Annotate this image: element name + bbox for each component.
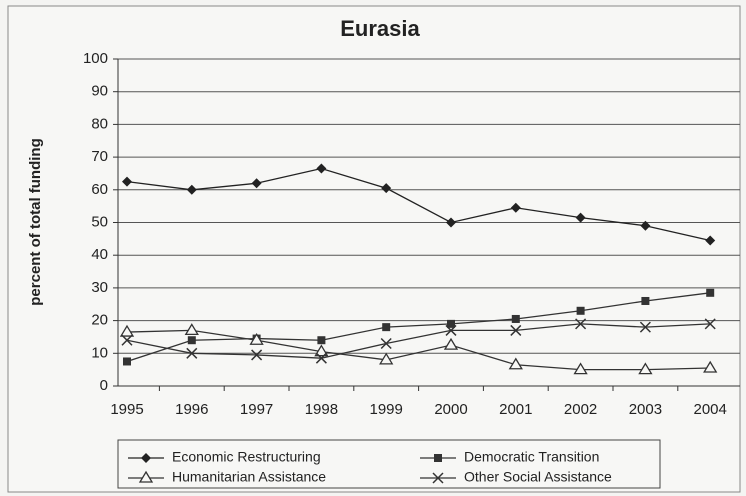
data-point (704, 318, 716, 330)
x-tick-label: 2004 (694, 401, 727, 418)
x-tick-label: 1996 (175, 401, 208, 418)
y-tick-label: 70 (91, 148, 108, 165)
y-tick-label: 60 (91, 181, 108, 198)
y-tick-label: 0 (100, 377, 108, 394)
data-point (706, 288, 715, 297)
data-point (251, 349, 263, 361)
x-tick-label: 1995 (110, 401, 143, 418)
data-point (187, 336, 196, 345)
legend-label: Humanitarian Assistance (172, 469, 326, 485)
data-point (314, 344, 329, 357)
data-point (510, 202, 521, 213)
legend-label: Democratic Transition (464, 449, 599, 465)
data-point (638, 362, 653, 375)
data-point (316, 163, 327, 174)
data-point (447, 319, 455, 328)
y-tick-label: 100 (83, 50, 108, 67)
legend-marker (141, 453, 151, 463)
data-point (575, 212, 586, 223)
legend-marker (434, 454, 442, 462)
legend-label: Economic Restructuring (172, 449, 321, 465)
chart-frame (7, 5, 741, 493)
data-point (184, 323, 199, 336)
data-point (379, 352, 394, 365)
data-point (315, 352, 327, 364)
data-point (382, 323, 391, 332)
data-point (641, 296, 650, 305)
x-tick-label: 1999 (370, 401, 403, 418)
data-point (121, 334, 133, 346)
y-tick-label: 80 (91, 115, 108, 132)
y-axis-label: percent of total funding (27, 138, 44, 305)
legend-marker (138, 470, 154, 483)
data-point (251, 178, 262, 189)
x-tick-label: 2000 (434, 401, 467, 418)
series-line (126, 329, 711, 371)
data-point (186, 347, 198, 359)
legend-marker (432, 472, 444, 484)
x-tick-label: 1997 (240, 401, 273, 418)
y-tick-label: 10 (91, 344, 108, 361)
y-tick-label: 40 (91, 246, 108, 263)
data-point (381, 183, 392, 194)
data-point (249, 332, 264, 345)
data-point (510, 324, 522, 336)
legend-box (117, 439, 661, 489)
data-point (380, 337, 392, 350)
x-tick-label: 2003 (629, 401, 662, 418)
data-point (119, 324, 135, 337)
y-tick-label: 30 (91, 279, 108, 296)
data-point (443, 337, 459, 350)
data-point (640, 220, 651, 231)
data-point (186, 184, 197, 195)
data-point (446, 217, 456, 228)
chart-title: Eurasia (340, 16, 420, 41)
y-tick-label: 50 (91, 213, 108, 230)
data-point (703, 360, 718, 373)
x-tick-label: 1998 (305, 401, 338, 418)
data-point (573, 362, 588, 375)
x-tick-label: 2002 (564, 401, 597, 418)
y-tick-label: 20 (91, 312, 108, 329)
legend-label: Other Social Assistance (464, 469, 612, 485)
series-line (126, 167, 711, 242)
data-point (511, 314, 520, 323)
data-point (575, 318, 587, 330)
data-point (576, 306, 585, 315)
data-point (122, 176, 132, 187)
data-point (639, 321, 651, 333)
series-line (126, 323, 711, 359)
x-tick-label: 2001 (499, 401, 532, 418)
data-point (445, 324, 457, 336)
y-tick-label: 90 (91, 83, 108, 100)
data-point (317, 336, 326, 345)
data-point (508, 357, 523, 370)
data-point (705, 235, 716, 246)
series-line (126, 292, 711, 363)
data-point (123, 357, 131, 366)
